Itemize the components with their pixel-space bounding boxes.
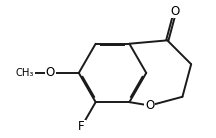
Text: O: O: [145, 99, 154, 112]
Text: F: F: [78, 120, 85, 133]
Text: CH₃: CH₃: [16, 68, 34, 78]
Text: O: O: [171, 5, 180, 18]
Text: O: O: [46, 66, 55, 79]
